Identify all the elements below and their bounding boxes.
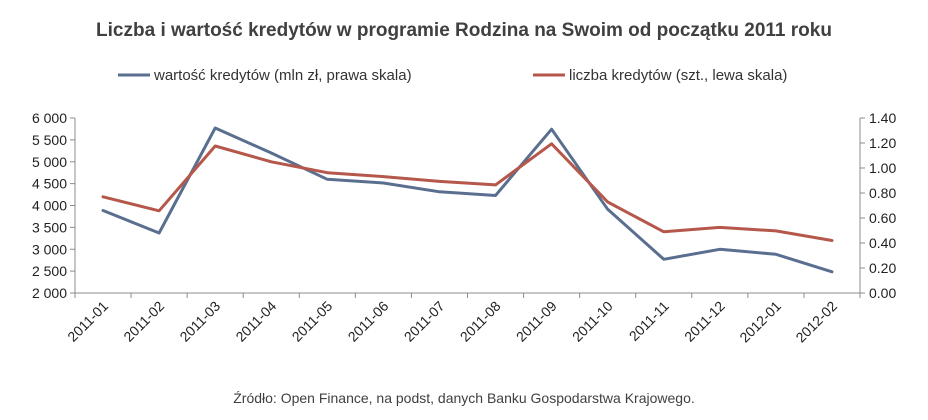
x-tick-label: 2012-02 — [792, 298, 840, 346]
x-tick-label: 2011-10 — [569, 298, 616, 345]
x-tick-label: 2011-04 — [232, 298, 279, 345]
chart-title: Liczba i wartość kredytów w programie Ro… — [96, 20, 832, 41]
y-right-tick-label: 1.00 — [869, 160, 896, 176]
series-layer — [101, 126, 834, 274]
legend-label: liczba kredytów (szt., lewa skala) — [569, 67, 787, 84]
y-right-tick-label: 1.40 — [869, 110, 896, 126]
x-tick-label: 2011-08 — [457, 298, 504, 345]
y-left-tick-label: 4 500 — [32, 176, 67, 192]
legend: wartość kredytów (mln zł, prawa skala) li… — [118, 67, 787, 84]
x-tick-label: 2011-06 — [345, 298, 392, 345]
x-tick-label: 2011-03 — [176, 298, 223, 345]
x-tick-label: 2011-09 — [513, 298, 560, 345]
y-right-tick-label: 0.60 — [869, 210, 896, 226]
y-right-tick-label: 0.80 — [869, 185, 896, 201]
y-left-tick-label: 5 500 — [32, 132, 67, 148]
x-tick-label: 2011-01 — [64, 298, 111, 345]
y-right-tick-label: 1.20 — [869, 135, 896, 151]
y-left-tick-label: 6 000 — [32, 110, 67, 126]
y-left-tick-label: 3 000 — [32, 241, 67, 257]
x-tick-label: 2011-11 — [626, 298, 672, 344]
y-right-tick-label: 0.40 — [869, 235, 896, 251]
y-right-tick-label: 0.20 — [869, 260, 896, 276]
y-left-tick-label: 3 500 — [32, 219, 67, 235]
series-line-liczba — [101, 142, 834, 242]
y-left-tick-label: 5 000 — [32, 154, 67, 170]
x-tick-label: 2011-02 — [120, 298, 167, 345]
x-tick-label: 2011-07 — [401, 298, 448, 345]
legend-label: wartość kredytów (mln zł, prawa skala) — [153, 67, 412, 84]
y-left-tick-label: 4 000 — [32, 198, 67, 214]
y-left-tick-label: 2 500 — [32, 263, 67, 279]
series-line-wartosc — [101, 126, 834, 274]
y-right-tick-label: 0.00 — [869, 285, 896, 301]
x-tick-label: 2011-12 — [681, 298, 728, 345]
source-note: Źródło: Open Finance, na podst, danych B… — [233, 390, 695, 406]
chart-area: wartość kredytów (mln zł, prawa skala) li… — [32, 67, 897, 346]
y-left-tick-label: 2 000 — [32, 285, 67, 301]
x-tick-label: 2012-01 — [736, 298, 784, 346]
x-tick-label: 2011-05 — [289, 298, 336, 345]
